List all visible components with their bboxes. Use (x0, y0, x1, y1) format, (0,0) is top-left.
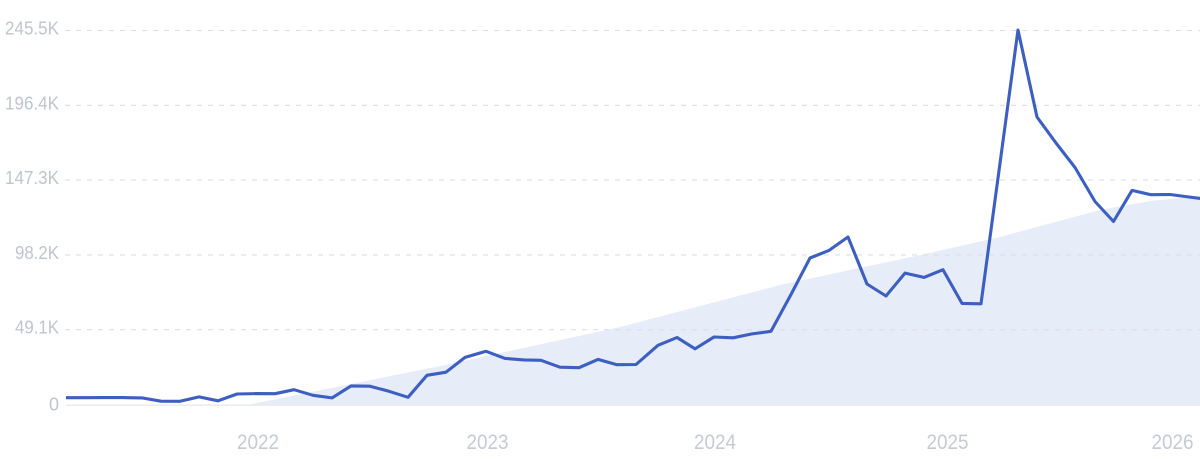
svg-text:2025: 2025 (927, 430, 969, 454)
svg-text:2022: 2022 (237, 430, 279, 454)
svg-text:49.1K: 49.1K (15, 318, 59, 338)
svg-text:98.2K: 98.2K (15, 243, 59, 263)
svg-text:2026: 2026 (1152, 430, 1194, 454)
svg-text:196.4K: 196.4K (5, 93, 59, 113)
svg-text:245.5K: 245.5K (5, 19, 59, 39)
svg-text:147.3K: 147.3K (5, 168, 59, 188)
svg-text:2023: 2023 (467, 430, 509, 454)
svg-text:0: 0 (49, 395, 59, 415)
svg-text:2024: 2024 (694, 430, 736, 454)
